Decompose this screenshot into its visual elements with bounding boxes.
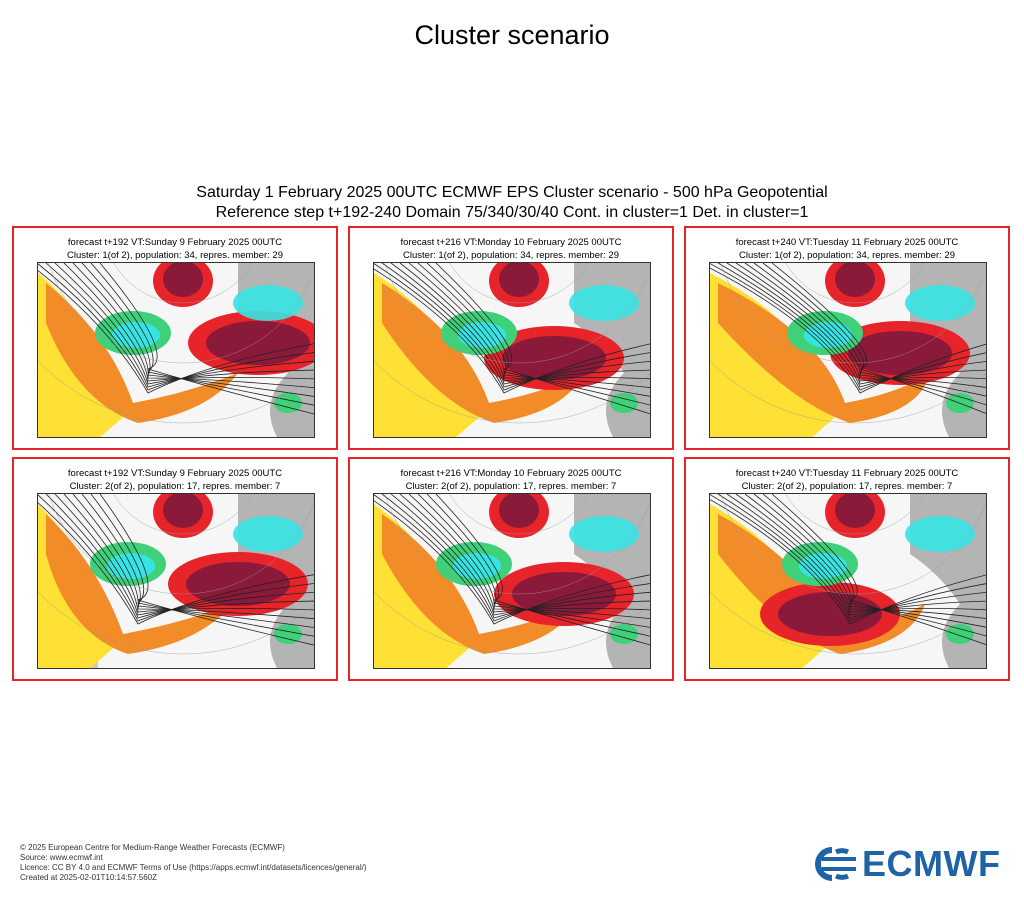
figure-title-line2: Reference step t+192-240 Domain 75/340/3… <box>215 204 809 221</box>
footer-credits: © 2025 European Centre for Medium-Range … <box>20 843 367 883</box>
panel-forecast-label: forecast t+240 VT:Tuesday 11 February 20… <box>735 468 959 479</box>
figure-title: Saturday 1 February 2025 00UTC ECMWF EPS… <box>0 183 1024 223</box>
cluster-panel[interactable]: forecast t+192 VT:Sunday 9 February 2025… <box>12 226 338 450</box>
panel-title: forecast t+192 VT:Sunday 9 February 2025… <box>14 236 336 262</box>
geopotential-map <box>709 493 987 669</box>
panel-forecast-label: forecast t+192 VT:Sunday 9 February 2025… <box>67 237 283 248</box>
panel-cluster-label: Cluster: 1(of 2), population: 34, repres… <box>67 250 283 261</box>
panel-cluster-label: Cluster: 2(of 2), population: 17, repres… <box>405 481 617 492</box>
ecmwf-logo-mark-icon <box>815 847 856 881</box>
panel-cluster-label: Cluster: 2(of 2), population: 17, repres… <box>741 481 953 492</box>
panel-forecast-label: forecast t+192 VT:Sunday 9 February 2025… <box>67 468 283 479</box>
panel-title: forecast t+240 VT:Tuesday 11 February 20… <box>686 236 1008 262</box>
panel-title: forecast t+216 VT:Monday 10 February 202… <box>350 467 672 493</box>
panel-title: forecast t+240 VT:Tuesday 11 February 20… <box>686 467 1008 493</box>
licence-text: Licence: CC BY 4.0 and ECMWF Terms of Us… <box>20 863 367 872</box>
panel-forecast-label: forecast t+216 VT:Monday 10 February 202… <box>400 468 622 479</box>
created-text: Created at 2025-02-01T10:14:57.560Z <box>20 873 157 882</box>
panel-forecast-label: forecast t+240 VT:Tuesday 11 February 20… <box>735 237 959 248</box>
cluster-panel[interactable]: forecast t+240 VT:Tuesday 11 February 20… <box>684 226 1010 450</box>
figure-title-line1: Saturday 1 February 2025 00UTC ECMWF EPS… <box>196 184 828 201</box>
panel-cluster-label: Cluster: 1(of 2), population: 34, repres… <box>739 250 955 261</box>
ecmwf-logo-text: ECMWF <box>862 843 1001 884</box>
panel-cluster-label: Cluster: 1(of 2), population: 34, repres… <box>403 250 619 261</box>
cluster-panel[interactable]: forecast t+240 VT:Tuesday 11 February 20… <box>684 457 1010 681</box>
panel-forecast-label: forecast t+216 VT:Monday 10 February 202… <box>400 237 622 248</box>
copyright-text: © 2025 European Centre for Medium-Range … <box>20 843 285 852</box>
geopotential-map <box>373 493 651 669</box>
source-text: Source: www.ecmwf.int <box>20 853 103 862</box>
geopotential-map <box>709 262 987 438</box>
page-title: Cluster scenario <box>414 20 610 50</box>
cluster-panel[interactable]: forecast t+216 VT:Monday 10 February 202… <box>348 457 674 681</box>
geopotential-map <box>37 493 315 669</box>
geopotential-map <box>37 262 315 438</box>
cluster-panel[interactable]: forecast t+192 VT:Sunday 9 February 2025… <box>12 457 338 681</box>
panel-title: forecast t+216 VT:Monday 10 February 202… <box>350 236 672 262</box>
ecmwf-logo[interactable]: ECMWF <box>814 844 1006 884</box>
cluster-panel[interactable]: forecast t+216 VT:Monday 10 February 202… <box>348 226 674 450</box>
panel-cluster-label: Cluster: 2(of 2), population: 17, repres… <box>69 481 281 492</box>
geopotential-map <box>373 262 651 438</box>
panel-title: forecast t+192 VT:Sunday 9 February 2025… <box>14 467 336 493</box>
